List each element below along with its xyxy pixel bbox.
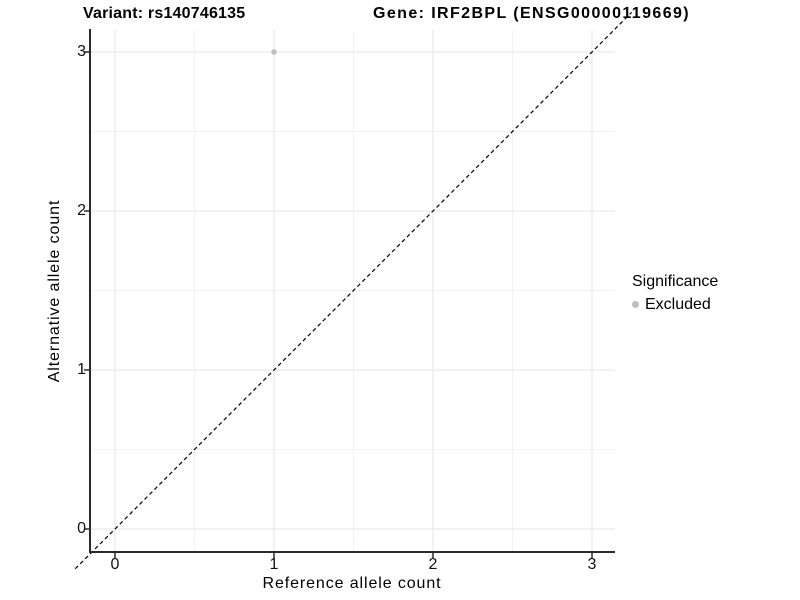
- y-tick-label: 3: [77, 43, 86, 60]
- legend-item-label: Excluded: [645, 296, 711, 313]
- x-tick-label: 1: [269, 556, 279, 573]
- legend-item-excluded: Excluded: [632, 295, 718, 314]
- legend: Significance Excluded: [632, 272, 718, 314]
- x-tick-label: 3: [587, 556, 597, 573]
- y-axis-title: Alternative allele count: [46, 199, 63, 383]
- variant-title: Variant: rs140746135: [83, 5, 246, 22]
- data-point: [271, 49, 277, 55]
- gene-title: Gene: IRF2BPL (ENSG00000119669): [373, 5, 691, 22]
- identity-reference-line: [74, 11, 633, 570]
- legend-title: Significance: [632, 273, 719, 290]
- x-tick-label: 2: [428, 556, 438, 573]
- plot-panel: [74, 11, 633, 570]
- y-tick-label: 0: [77, 520, 86, 537]
- x-axis-title: Reference allele count: [262, 575, 442, 592]
- y-tick-label: 2: [77, 202, 86, 219]
- legend-dot-icon: [632, 301, 639, 308]
- y-tick-label: 1: [77, 361, 86, 378]
- x-tick-label: 0: [110, 556, 120, 573]
